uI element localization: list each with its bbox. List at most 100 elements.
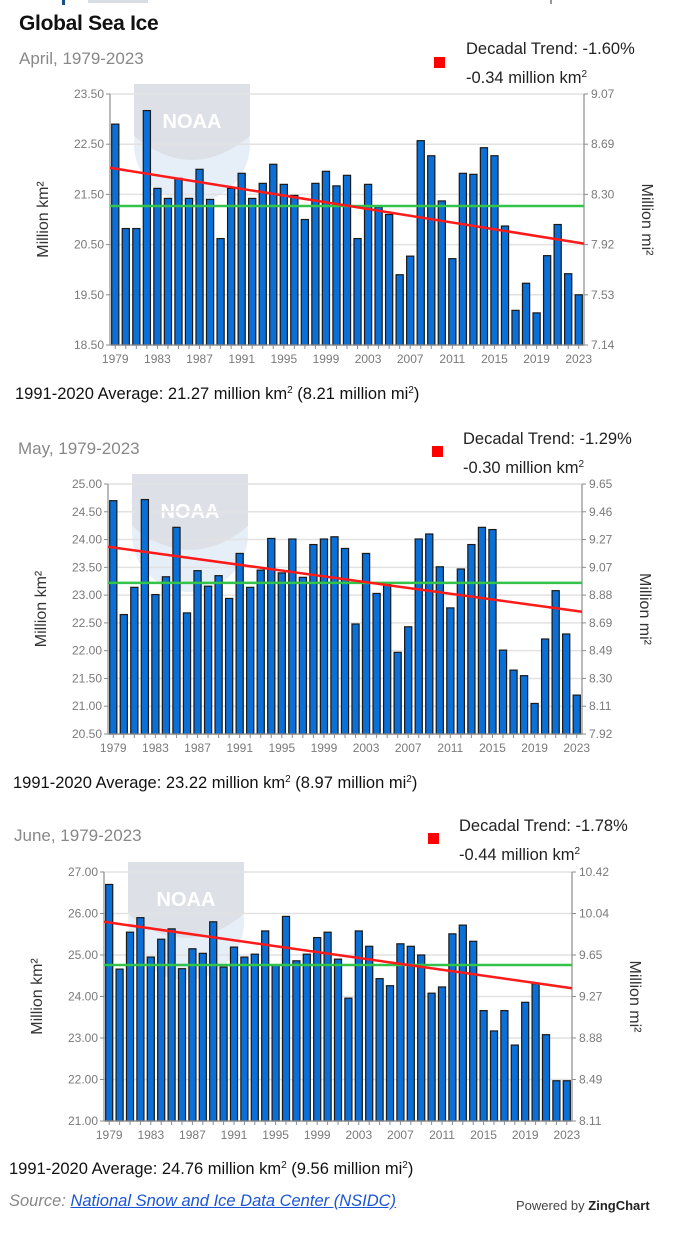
bar-2006 [385, 985, 395, 1122]
x-tick-label: 2023 [553, 1128, 580, 1142]
x-tick-label: 2011 [439, 352, 465, 366]
y2-tick-label: 8.69 [591, 137, 615, 151]
noaa-watermark-icon: NOAA [128, 862, 244, 980]
chart-plot: NOAA 23.50 9.07 22.50 8.69 21.50 8.30 20.50 7.92… [35, 84, 655, 366]
x-tick-label: 1995 [262, 1128, 289, 1142]
y-tick-label: 21.00 [72, 699, 102, 713]
y2-tick-label: 8.49 [579, 1073, 603, 1087]
noaa-watermark-text: NOAA [163, 111, 222, 133]
y-axis-title-left: Million km² [35, 181, 52, 258]
average-label: 1991-2020 Average: 21.27 million km2 (8.… [15, 385, 420, 403]
bar-2012 [448, 933, 457, 1122]
average-label: 1991-2020 Average: 23.22 million km2 (8.… [13, 774, 418, 792]
y-tick-label: 24.00 [72, 533, 102, 547]
x-tick-label: 1979 [100, 741, 127, 755]
bar-1993 [250, 953, 259, 1122]
y-axis-title-left: Million km² [29, 958, 46, 1035]
x-tick-label: 1999 [313, 352, 340, 366]
y2-tick-label: 8.11 [589, 699, 612, 713]
bar-2022 [552, 1080, 561, 1122]
legend-trend-label[interactable]: Decadal Trend: -1.78% -0.44 million km2 [459, 814, 628, 868]
chart-subtitle: June, 1979-2023 [14, 826, 142, 845]
y-tick-label: 22.50 [74, 137, 104, 151]
noaa-watermark-text: NOAA [157, 889, 216, 911]
x-tick-label: 2015 [481, 352, 508, 366]
x-tick-label: 1983 [142, 741, 169, 755]
y-tick-label: 23.00 [72, 588, 102, 602]
chart-plot: NOAA 27.00 10.42 26.00 10.04 25.00 9.65 24.00 9.… [29, 862, 643, 1142]
y-tick-label: 20.50 [74, 238, 104, 252]
bar-2013 [458, 924, 467, 1122]
y-tick-label: 24.50 [72, 505, 102, 519]
chart-subtitle: April, 1979-2023 [19, 49, 144, 68]
y2-tick-label: 9.65 [579, 948, 603, 962]
bar-2019 [521, 1001, 530, 1122]
bar-2011 [437, 986, 447, 1122]
bar-1987 [188, 948, 197, 1122]
bar-2015 [479, 1010, 488, 1122]
x-tick-label: 2011 [437, 741, 463, 755]
y-tick-label: 24.00 [68, 990, 98, 1004]
x-tick-label: 1991 [226, 741, 253, 755]
x-tick-label: 1987 [186, 352, 213, 366]
source-label: Source: [9, 1192, 66, 1210]
bar-2002 [344, 997, 353, 1122]
y2-tick-label: 10.42 [579, 865, 609, 879]
bar-1997 [292, 960, 301, 1122]
y-tick-label: 20.50 [72, 727, 102, 741]
x-tick-label: 2003 [353, 741, 380, 755]
powered-by[interactable]: Powered by ZingChart [516, 1198, 650, 1213]
legend-trend-percent: Decadal Trend: -1.78% [459, 817, 628, 835]
bar-2007 [396, 943, 405, 1122]
x-tick-label: 1979 [102, 352, 129, 366]
y-tick-label: 23.00 [68, 1031, 98, 1045]
cropped-fragment [88, 0, 148, 3]
bar-1979 [105, 883, 114, 1122]
bar-2010 [427, 992, 436, 1122]
legend-marker-trend[interactable] [428, 833, 439, 844]
legend-trend-value: -0.44 million km2 [459, 846, 581, 864]
bar-1982 [136, 917, 145, 1122]
x-tick-label: 2023 [565, 352, 592, 366]
y-tick-label: 21.00 [68, 1114, 98, 1128]
x-tick-label: 1987 [179, 1128, 206, 1142]
y-tick-label: 22.00 [68, 1073, 98, 1087]
bar-2021 [541, 1034, 551, 1122]
legend-marker-trend[interactable] [432, 446, 443, 457]
trend-line [103, 920, 573, 990]
y-tick-label: 25.00 [68, 948, 98, 962]
bar-1998 [302, 953, 311, 1122]
x-tick-label: 2019 [521, 741, 548, 755]
legend-trend-label[interactable]: Decadal Trend: -1.60% -0.34 million km2 [466, 37, 635, 91]
y2-tick-label: 8.88 [579, 1031, 603, 1045]
bar-1990 [219, 966, 228, 1122]
legend-trend-label[interactable]: Decadal Trend: -1.29% -0.30 million km2 [463, 427, 632, 481]
y-tick-label: 27.00 [68, 865, 98, 879]
bar-2017 [500, 1010, 509, 1122]
y-tick-label: 23.50 [74, 87, 104, 101]
source-link[interactable]: National Snow and Ice Data Center (NSIDC… [70, 1192, 397, 1210]
legend-marker-trend[interactable] [434, 57, 445, 68]
bar-2016 [489, 1030, 499, 1122]
y-tick-label: 23.50 [72, 560, 102, 574]
y-axis-title-right: Million mi² [626, 961, 643, 1034]
bar-2005 [375, 978, 384, 1122]
y2-tick-label: 10.04 [579, 907, 609, 921]
noaa-watermark-bird [134, 84, 250, 160]
bar-2018 [510, 1044, 519, 1122]
y2-tick-label: 7.14 [591, 338, 615, 352]
y2-tick-label: 7.92 [589, 727, 613, 741]
x-tick-label: 2019 [523, 352, 550, 366]
top-cropped-strip [0, 0, 674, 6]
y-tick-label: 26.00 [68, 907, 98, 921]
legend-trend-percent: Decadal Trend: -1.29% [463, 430, 632, 448]
x-tick-label: 1979 [96, 1128, 123, 1142]
powered-by-label: Powered by [516, 1198, 585, 1213]
y-tick-label: 25.00 [72, 477, 102, 491]
legend-trend-percent: Decadal Trend: -1.60% [466, 40, 635, 58]
y2-tick-label: 9.07 [589, 560, 613, 574]
x-tick-label: 2007 [395, 741, 422, 755]
bar-1985 [167, 928, 176, 1122]
x-tick-label: 2007 [397, 352, 424, 366]
y2-tick-label: 9.27 [579, 990, 603, 1004]
